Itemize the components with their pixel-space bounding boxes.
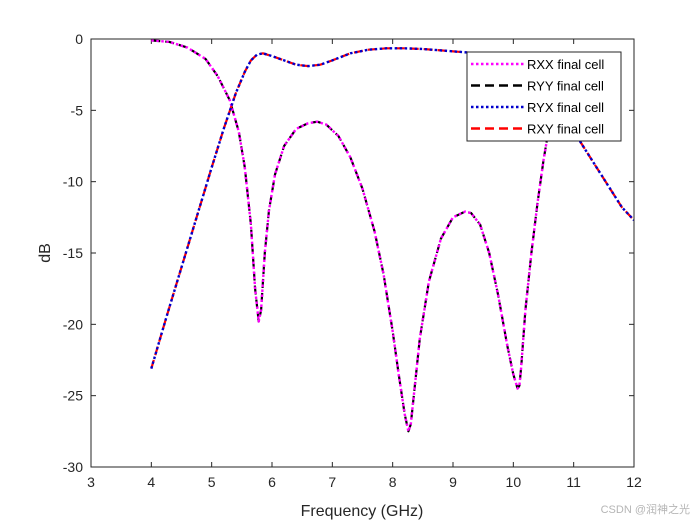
x-axis-label: Frequency (GHz) — [301, 503, 424, 520]
legend-box — [466, 51, 622, 142]
y-axis-ticks: 0 -5 -10 -15 -20 -25 -30 — [63, 31, 634, 475]
watermark: CSDN @润神之光 — [600, 504, 690, 516]
y-axis-label: dB — [37, 243, 54, 263]
x-tick-label: 10 — [506, 474, 522, 490]
series-line-ryy-final-cell — [151, 39, 557, 433]
y-tick-label: -10 — [63, 174, 83, 190]
y-tick-label: -25 — [63, 388, 83, 404]
y-tick-label: 0 — [75, 31, 83, 47]
x-tick-label: 8 — [389, 474, 397, 490]
x-tick-label: 12 — [626, 474, 642, 490]
y-tick-label: -30 — [63, 459, 83, 475]
x-tick-label: 6 — [268, 474, 276, 490]
x-tick-label: 5 — [208, 474, 216, 490]
legend-label: RYX final cell — [527, 100, 604, 115]
plot-border — [90, 38, 635, 468]
legend-label: RXX final cell — [527, 57, 604, 72]
x-tick-label: 3 — [87, 474, 95, 490]
legend-label: RYY final cell — [527, 79, 604, 94]
x-tick-label: 9 — [449, 474, 457, 490]
y-tick-label: -15 — [63, 245, 83, 261]
y-tick-label: -20 — [63, 316, 83, 332]
x-tick-label: 11 — [566, 474, 581, 490]
x-axis-ticks: 3 4 5 6 7 8 9 10 11 12 — [87, 39, 642, 490]
legend: RXX final cell RYY final cell RYX final ce… — [466, 51, 622, 142]
series-line-rxx-final-cell — [151, 39, 557, 433]
y-tick-label: -5 — [71, 102, 84, 118]
x-tick-label: 4 — [147, 474, 155, 490]
legend-label: RXY final cell — [527, 122, 604, 137]
x-tick-label: 7 — [328, 474, 336, 490]
